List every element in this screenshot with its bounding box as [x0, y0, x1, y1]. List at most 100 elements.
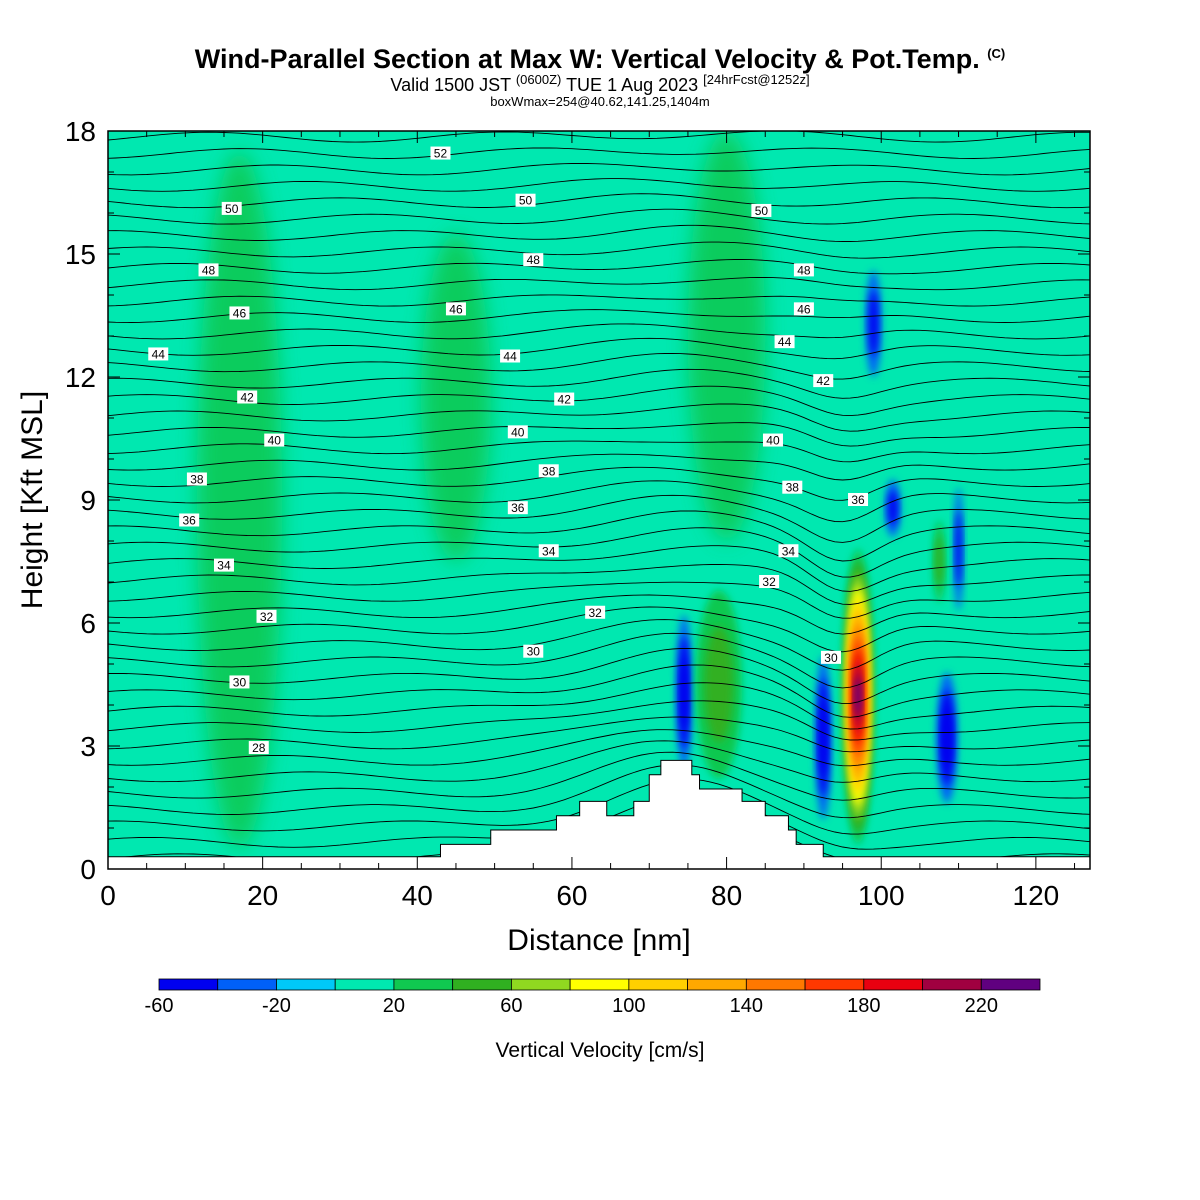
isentrope-label-bg [515, 193, 536, 207]
colorbar-tick-label: -20 [262, 995, 291, 1017]
colorbar-swatch [863, 978, 923, 991]
y-tick-label: 6 [80, 608, 96, 639]
isentrope-label-text: 48 [797, 263, 811, 277]
isentrope-line [108, 466, 1090, 501]
y-tick-label: 12 [65, 362, 96, 393]
velocity-band [687, 131, 766, 541]
isentrope-label-bg [554, 392, 575, 406]
isentrope-line [108, 453, 1090, 481]
isentrope-label-bg [221, 201, 242, 215]
isentrope-line [108, 162, 1090, 176]
y-tick-label: 18 [65, 116, 96, 147]
isentrope-label: 52 [430, 146, 451, 161]
isentrope-label: 32 [585, 605, 606, 620]
isentrope-line [108, 480, 1090, 523]
isentrope-label: 30 [820, 650, 841, 665]
isentrope-line [108, 619, 1090, 671]
isentrope-label-text: 42 [817, 374, 831, 388]
forecast-info: [24hrFcst@1252z] [703, 72, 810, 87]
isentrope-label-bg [793, 263, 814, 277]
isentrope-label-text: 44 [503, 350, 517, 364]
isentrope-label-text: 50 [519, 194, 533, 208]
isentrope-label-text: 30 [824, 651, 838, 665]
isentrope-label: 30 [523, 644, 544, 659]
colorbar-swatch [217, 978, 277, 991]
isentrope-line [108, 564, 1090, 605]
velocity-band [421, 233, 491, 562]
isentrope-label-text: 50 [755, 204, 769, 218]
isentrope-label: 44 [500, 349, 521, 364]
isentrope-label-text: 52 [434, 147, 448, 161]
isentrope-line [108, 352, 1090, 380]
isentrope-label: 48 [198, 263, 219, 277]
isentrope-label: 44 [148, 347, 169, 361]
isentrope-label-text: 46 [449, 302, 463, 316]
isentrope-lines [108, 131, 1090, 865]
isentrope-line [108, 647, 1090, 705]
isentrope-label: 50 [751, 203, 772, 218]
colorbar-swatch [158, 978, 219, 991]
x-tick-label: 120 [1013, 880, 1060, 911]
isentrope-label-bg [762, 433, 783, 447]
isentrope-label-bg [237, 390, 258, 404]
isentrope-label-text: 48 [202, 263, 216, 277]
isentrope-label: 34 [213, 558, 234, 573]
isentrope-label: 40 [762, 433, 783, 448]
x-tick-label: 60 [556, 880, 587, 911]
velocity-cell [695, 590, 743, 779]
isentrope-line [108, 323, 1090, 340]
isentrope-label: 34 [778, 544, 799, 558]
isentrope-label-bg [213, 558, 234, 572]
isentrope-label: 38 [538, 464, 559, 478]
isentrope-line [108, 337, 1090, 360]
isentrope-label-bg [538, 544, 559, 558]
isentrope-line [108, 494, 1090, 543]
isentrope-label-text: 40 [268, 434, 282, 448]
isentrope-label: 36 [848, 493, 869, 507]
isentrope-label: 32 [256, 609, 277, 624]
isentrope-label-text: 30 [233, 675, 247, 689]
y-tick-label: 9 [80, 485, 96, 516]
isentrope-label: 50 [515, 193, 536, 208]
isentrope-label-bg [778, 544, 799, 558]
isentrope-label-bg [148, 347, 169, 361]
isentrope-line [108, 700, 1090, 741]
isentrope-line [108, 527, 1090, 578]
isentrope-label-text: 38 [786, 481, 800, 495]
velocity-cell [865, 270, 882, 378]
velocity-cell [936, 672, 958, 804]
velocity-cell [687, 131, 766, 541]
valid-suffix: TUE 1 Aug 2023 [566, 75, 699, 95]
isentrope-label: 44 [774, 335, 795, 349]
isentrope-line [108, 632, 1090, 689]
isentrope-label-bg [229, 675, 250, 689]
x-tick-label: 20 [247, 880, 278, 911]
isentrope-label-text: 44 [778, 335, 792, 349]
isentrope-label-text: 34 [542, 544, 556, 558]
isentrope-label-text: 32 [260, 610, 274, 624]
valid-prefix: Valid 1500 JST [390, 75, 511, 95]
isentrope-label-text: 34 [217, 559, 231, 573]
isentrope-label-bg [264, 433, 285, 447]
isentrope-label-text: 38 [190, 473, 204, 487]
isentrope-label-bg [186, 472, 207, 486]
isentrope-label-bg [759, 575, 780, 588]
isentrope-label-bg [751, 203, 772, 217]
isentrope-label-bg [445, 302, 466, 316]
isentrope-line [108, 131, 1090, 143]
isentrope-label-bg [848, 493, 869, 506]
isentrope-label: 30 [229, 675, 250, 689]
velocity-band [955, 511, 962, 588]
velocity-cell [421, 233, 491, 562]
isentrope-line [108, 259, 1090, 275]
isentrope-label: 38 [186, 472, 207, 487]
isentrope-label-text: 40 [511, 425, 525, 439]
isentrope-line [108, 309, 1090, 323]
isentrope-label: 46 [445, 302, 466, 316]
isentrope-label-text: 36 [511, 501, 525, 515]
isentrope-label: 40 [507, 425, 528, 439]
colorbar-swatch [452, 978, 512, 991]
isentrope-label-text: 46 [797, 302, 811, 316]
isentrope-label: 50 [221, 201, 242, 216]
